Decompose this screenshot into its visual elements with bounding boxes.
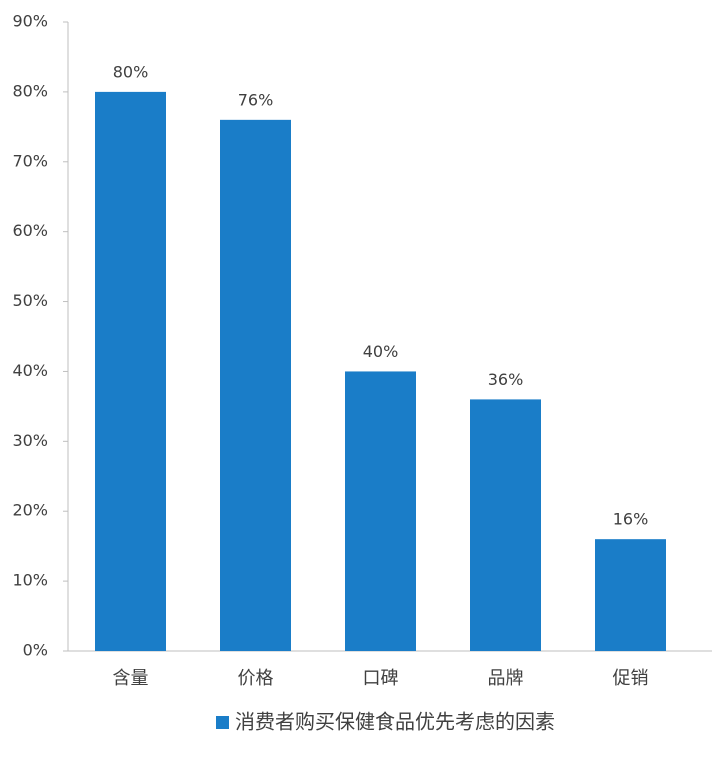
y-tick-label: 40% <box>12 361 48 380</box>
y-tick-label: 80% <box>12 81 48 100</box>
bar <box>220 119 291 652</box>
data-label: 36% <box>488 370 524 389</box>
data-label: 16% <box>613 510 649 529</box>
y-tick-label: 30% <box>12 431 48 450</box>
y-tick-label: 0% <box>23 641 48 660</box>
y-tick-label: 70% <box>12 151 48 170</box>
x-tick-label: 价格 <box>238 668 274 689</box>
y-tick-label: 10% <box>12 571 48 590</box>
y-tick-label: 20% <box>12 501 48 520</box>
y-tick-label: 50% <box>12 291 48 310</box>
x-tick-label: 口碑 <box>363 668 399 689</box>
x-tick-label: 含量 <box>113 668 149 689</box>
data-label: 80% <box>113 62 149 81</box>
bar <box>95 91 166 651</box>
legend-text: 消费者购买保健食品优先考虑的因素 <box>235 710 555 734</box>
x-tick-label: 促销 <box>613 668 649 689</box>
bar <box>595 539 666 651</box>
y-tick-label: 60% <box>12 221 48 240</box>
bar <box>345 371 416 651</box>
data-label: 40% <box>363 342 399 361</box>
y-tick-label: 90% <box>12 12 48 31</box>
bar <box>470 399 541 651</box>
legend-swatch <box>216 716 229 729</box>
x-tick-label: 品牌 <box>488 668 524 689</box>
data-label: 76% <box>238 90 274 109</box>
